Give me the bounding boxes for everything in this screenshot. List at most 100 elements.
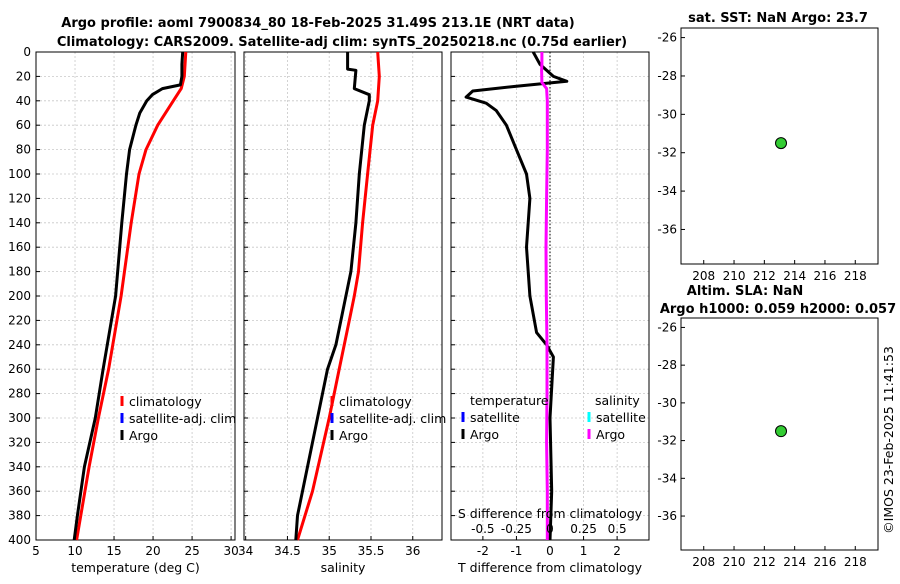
depth-tick-label: 380 [8, 509, 31, 523]
legend-label: climatology [339, 394, 412, 409]
depth-tick-label: 280 [8, 387, 31, 401]
sst-panel-title: sat. SST: NaN Argo: 23.7 [688, 11, 868, 26]
x-axis-label-temperature: temperature (deg C) [71, 560, 200, 575]
x-tick-label: 2 [613, 544, 621, 558]
figure-title-line-2: Climatology: CARS2009. Satellite-adj cli… [57, 35, 627, 50]
x-tick-label: 15 [106, 544, 121, 558]
depth-tick-label: 60 [16, 118, 31, 132]
x-tick-label: 35.5 [358, 544, 385, 558]
map-x-tick-label: 208 [692, 555, 715, 569]
map-x-tick-label: 216 [814, 269, 837, 283]
depth-tick-label: 20 [16, 69, 31, 83]
map-y-tick-label: -26 [657, 31, 677, 45]
s-diff-tick-label: -0.25 [501, 522, 532, 536]
legend-label: satellite [470, 410, 520, 425]
map-y-tick-label: -36 [657, 222, 677, 236]
map-x-tick-label: 216 [814, 555, 837, 569]
x-tick-label: -2 [477, 544, 489, 558]
depth-tick-label: 260 [8, 362, 31, 376]
depth-tick-label: 140 [8, 216, 31, 230]
legend-label: Argo [339, 428, 368, 443]
depth-tick-label: 40 [16, 94, 31, 108]
series-line-difference-1 [540, 52, 549, 540]
s-diff-tick-label: -0.5 [471, 522, 494, 536]
legend-label: satellite-adj. clim [129, 411, 236, 426]
imos-timestamp: ©IMOS 23-Feb-2025 11:41:53 [881, 346, 896, 534]
x-tick-label: 0 [546, 544, 554, 558]
series-line-difference-0 [464, 51, 569, 541]
map-y-tick-label: -26 [657, 320, 677, 334]
depth-tick-label: 300 [8, 411, 31, 425]
legend-title-salinity: salinity [595, 393, 640, 408]
figure-title-line-1: Argo profile: aoml 7900834_80 18-Feb-202… [61, 16, 574, 31]
map-x-tick-label: 208 [692, 269, 715, 283]
x-tick-label: 34.5 [274, 544, 301, 558]
map-y-tick-label: -28 [657, 69, 677, 83]
depth-tick-label: 0 [23, 45, 31, 59]
map-x-tick-label: 218 [844, 555, 867, 569]
map-y-tick-label: -34 [657, 471, 677, 485]
x-tick-label: 5 [32, 544, 40, 558]
series-line-temperature-0 [75, 51, 188, 541]
map-y-tick-label: -34 [657, 184, 677, 198]
x-axis-label-salinity: salinity [321, 560, 366, 575]
map-x-tick-label: 214 [783, 555, 806, 569]
map-x-tick-label: 214 [783, 269, 806, 283]
x-tick-label: 10 [67, 544, 82, 558]
x-tick-label: 1 [580, 544, 588, 558]
map-y-tick-label: -28 [657, 358, 677, 372]
legend-title-temperature: temperature [470, 393, 549, 408]
series-line-salinity-1 [294, 52, 371, 541]
series-line-salinity-0 [296, 51, 381, 541]
x-tick-label: 35 [322, 544, 337, 558]
x-tick-label: 36 [405, 544, 420, 558]
depth-tick-label: 240 [8, 338, 31, 352]
depth-tick-label: 220 [8, 313, 31, 327]
depth-tick-label: 320 [8, 435, 31, 449]
map-x-tick-label: 210 [723, 269, 746, 283]
s-diff-tick-label: 0.5 [608, 522, 627, 536]
argo-location-marker [775, 137, 788, 150]
map-frame-sla_location [680, 317, 879, 551]
depth-tick-label: 360 [8, 484, 31, 498]
x-tick-label: 20 [145, 544, 160, 558]
map-x-tick-label: 210 [723, 555, 746, 569]
argo-location-marker [775, 425, 788, 438]
map-y-tick-label: -30 [657, 107, 677, 121]
s-diff-tick-label: 0 [546, 522, 554, 536]
x-tick-label: -1 [510, 544, 522, 558]
legend-label: Argo [596, 427, 625, 442]
depth-tick-label: 200 [8, 289, 31, 303]
x-tick-label: 25 [184, 544, 199, 558]
x-tick-label: 34 [238, 544, 253, 558]
depth-tick-label: 340 [8, 460, 31, 474]
map-frame-sst_location [680, 27, 879, 265]
legend-label: Argo [470, 427, 499, 442]
depth-tick-label: 100 [8, 167, 31, 181]
depth-tick-label: 160 [8, 240, 31, 254]
x-axis-label-difference: T difference from climatology [457, 560, 643, 575]
series-line-temperature-1 [72, 51, 185, 541]
s-diff-axis-label: S difference from climatology [458, 506, 643, 521]
legend-label: satellite-adj. clim [339, 411, 446, 426]
legend-label: Argo [129, 428, 158, 443]
s-diff-tick-label: 0.25 [570, 522, 597, 536]
x-tick-label: 30 [223, 544, 238, 558]
legend-label: satellite [596, 410, 646, 425]
depth-tick-label: 80 [16, 143, 31, 157]
depth-tick-label: 120 [8, 191, 31, 205]
sla-panel-title-line-1: Altim. SLA: NaN [687, 284, 803, 299]
map-y-tick-label: -36 [657, 509, 677, 523]
map-y-tick-label: -30 [657, 396, 677, 410]
sla-panel-title-line-2: Argo h1000: 0.059 h2000: 0.057 [660, 302, 896, 317]
map-x-tick-label: 218 [844, 269, 867, 283]
map-x-tick-label: 212 [753, 555, 776, 569]
legend-label: climatology [129, 394, 202, 409]
depth-tick-label: 180 [8, 265, 31, 279]
map-x-tick-label: 212 [753, 269, 776, 283]
map-y-tick-label: -32 [657, 146, 677, 160]
depth-tick-label: 400 [8, 533, 31, 547]
map-y-tick-label: -32 [657, 434, 677, 448]
